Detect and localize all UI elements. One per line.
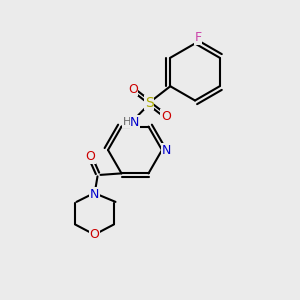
- Text: N: N: [130, 116, 140, 129]
- Text: O: O: [90, 228, 99, 242]
- Text: N: N: [162, 143, 171, 157]
- Text: F: F: [194, 31, 202, 44]
- Text: H: H: [123, 117, 131, 127]
- Text: S: S: [145, 96, 154, 110]
- Text: O: O: [85, 150, 95, 164]
- Text: O: O: [161, 110, 171, 123]
- Text: O: O: [128, 83, 138, 96]
- Text: N: N: [90, 188, 99, 201]
